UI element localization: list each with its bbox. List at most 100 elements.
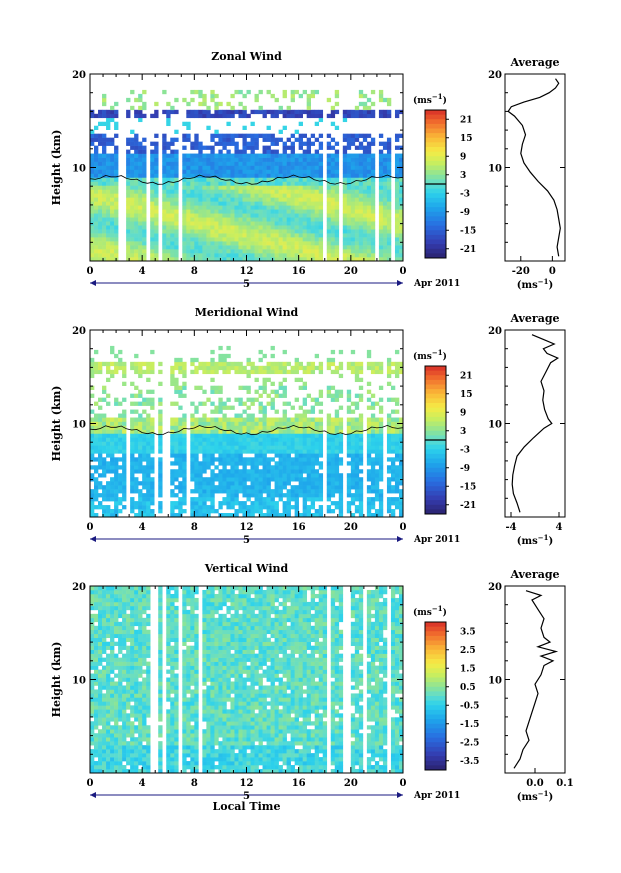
heatmap-cell (214, 421, 219, 426)
heatmap-cell (182, 461, 187, 466)
heatmap-cell (206, 257, 211, 262)
heatmap-cell (102, 445, 107, 450)
heatmap-cell (354, 425, 360, 430)
heatmap-cell (218, 217, 223, 222)
heatmap-cell (290, 485, 295, 490)
heatmap-cell (330, 249, 336, 254)
heatmap-cell (106, 137, 111, 142)
heatmap-cell (306, 509, 311, 514)
heatmap-cell (266, 493, 271, 498)
heatmap-cell (206, 249, 211, 254)
heatmap-cell (370, 449, 376, 454)
heatmap-cell (110, 621, 115, 627)
heatmap-cell (242, 193, 247, 198)
heatmap-cell (198, 469, 203, 474)
heatmap-cell (118, 737, 123, 742)
heatmap-cell (266, 201, 271, 206)
heatmap-cell (138, 433, 143, 438)
heatmap-cell (382, 221, 388, 226)
heatmap-cell (162, 185, 167, 190)
heatmap-cell (198, 157, 203, 162)
heatmap-cell (354, 189, 360, 194)
heatmap-cell (386, 201, 392, 206)
heatmap-cell (150, 193, 155, 198)
heatmap-cell (306, 457, 311, 462)
heatmap-cell (106, 449, 111, 454)
heatmap-cell (394, 233, 400, 238)
heatmap-cell (110, 489, 115, 494)
heatmap-cell (106, 589, 111, 595)
heatmap-cell (102, 621, 107, 627)
heatmap-cell (94, 433, 99, 438)
heatmap-cell (354, 457, 360, 462)
heatmap-cell (274, 505, 279, 510)
heatmap-cell (126, 225, 131, 230)
heatmap-cell (138, 117, 143, 123)
heatmap-cell (150, 149, 155, 154)
heatmap-cell (102, 586, 107, 591)
heatmap-cell (338, 449, 344, 454)
heatmap-cell (186, 253, 191, 258)
heatmap-cell (326, 177, 332, 182)
heatmap-cell (278, 449, 283, 454)
heatmap-cell (150, 113, 155, 119)
heatmap-cell (242, 445, 247, 450)
heatmap-cell (306, 409, 311, 414)
heatmap-cell (206, 217, 211, 222)
heatmap-cell (234, 153, 239, 158)
heatmap-cell (206, 169, 211, 174)
heatmap-cell (326, 473, 332, 478)
heatmap-cell (146, 361, 151, 367)
heatmap-cell (370, 457, 376, 462)
heatmap-cell (110, 433, 115, 438)
heatmap-cell (102, 185, 107, 190)
heatmap-cell (106, 657, 111, 662)
heatmap-cell (202, 177, 207, 182)
heatmap-cell (274, 437, 279, 442)
heatmap-cell (206, 173, 211, 178)
heatmap-cell (354, 161, 360, 166)
heatmap-cell (102, 225, 107, 230)
heatmap-cell (98, 205, 103, 210)
heatmap-cell (114, 449, 119, 454)
heatmap-cell (110, 137, 115, 142)
heatmap-cell (358, 493, 364, 498)
heatmap-cell (326, 205, 332, 210)
heatmap-cell (202, 365, 207, 371)
heatmap-cell (110, 249, 115, 254)
heatmap-cell (134, 437, 139, 442)
heatmap-cell (178, 501, 183, 506)
heatmap-cell (366, 397, 372, 402)
heatmap-cell (114, 605, 119, 611)
heatmap-cell (282, 173, 287, 178)
heatmap-cell (98, 737, 103, 742)
heatmap-cell (254, 209, 259, 214)
heatmap-cell (370, 113, 376, 119)
heatmap-cell (142, 217, 147, 222)
heatmap-cell (326, 169, 332, 174)
colorbar-label: -15 (460, 226, 476, 236)
heatmap-cell (110, 197, 115, 202)
heatmap-cell (110, 469, 115, 474)
heatmap-cell (330, 445, 336, 450)
heatmap-cell (150, 437, 155, 442)
heatmap-cell (90, 357, 95, 363)
heatmap-cell (90, 169, 95, 174)
heatmap-cell (162, 229, 167, 234)
heatmap-cell (218, 421, 223, 426)
heatmap-cell (242, 493, 247, 498)
heatmap-cell (330, 457, 336, 462)
heatmap-cell (274, 137, 279, 142)
heatmap-cell (142, 241, 147, 246)
heatmap-cell (190, 221, 195, 226)
heatmap-cell (366, 429, 372, 434)
heatmap-cell (258, 449, 263, 454)
heatmap-cell (102, 733, 107, 738)
heatmap-cell (382, 241, 388, 246)
heatmap-cell (114, 213, 119, 218)
heatmap-cell (274, 393, 279, 398)
heatmap-cell (370, 213, 376, 218)
heatmap-cell (194, 189, 199, 194)
heatmap-cell (102, 589, 107, 595)
heatmap-cell (218, 221, 223, 226)
